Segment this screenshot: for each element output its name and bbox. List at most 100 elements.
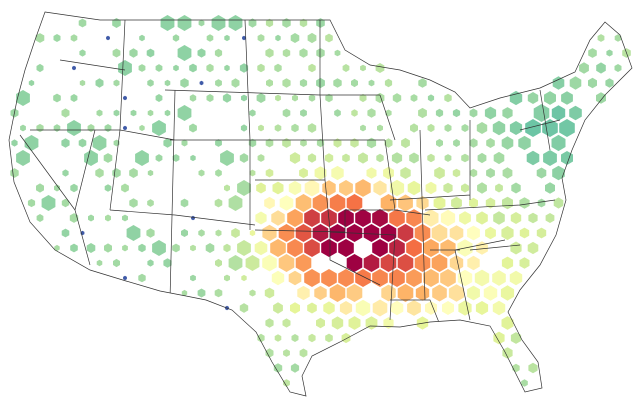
hexbin bbox=[92, 135, 107, 151]
hexbin bbox=[552, 165, 565, 181]
hexbin bbox=[272, 181, 284, 195]
hexbin bbox=[265, 48, 274, 58]
hexbin bbox=[206, 34, 214, 42]
hexbin bbox=[307, 32, 317, 44]
hexbin bbox=[377, 124, 383, 132]
hexbin bbox=[469, 197, 478, 209]
hexbin bbox=[440, 239, 456, 257]
hexbin bbox=[427, 123, 435, 133]
hexbin bbox=[282, 78, 291, 88]
hexbin bbox=[475, 301, 489, 315]
hexbin bbox=[214, 198, 223, 208]
hexbin bbox=[435, 108, 444, 118]
hexbin bbox=[321, 269, 337, 287]
hexbin bbox=[257, 63, 265, 73]
hexbin bbox=[308, 63, 316, 73]
hexbin bbox=[139, 34, 145, 42]
hexbin bbox=[521, 379, 528, 387]
hexbin bbox=[53, 124, 61, 132]
hexbin bbox=[224, 34, 230, 42]
hexbin bbox=[70, 243, 78, 253]
hexbin bbox=[316, 18, 325, 28]
hexbin bbox=[96, 259, 103, 267]
hexbin bbox=[164, 79, 171, 87]
hexbin bbox=[461, 124, 469, 132]
hexbin bbox=[69, 213, 79, 223]
hexbin bbox=[16, 150, 30, 166]
hexbin bbox=[588, 48, 597, 58]
hexbin bbox=[198, 229, 205, 237]
hexbin bbox=[223, 243, 231, 253]
hexbin bbox=[544, 91, 556, 105]
hexbin bbox=[300, 139, 307, 147]
hexbin bbox=[180, 78, 189, 88]
hexbin bbox=[314, 166, 327, 180]
hexbin bbox=[257, 333, 265, 343]
hexbin bbox=[173, 64, 179, 72]
hexbin bbox=[199, 80, 204, 86]
hexbin bbox=[224, 274, 230, 282]
hexbin bbox=[164, 109, 171, 117]
hexbin bbox=[312, 224, 329, 242]
hexbin bbox=[451, 196, 462, 210]
hexbin bbox=[528, 212, 538, 224]
hexbin bbox=[155, 64, 163, 72]
hexbin bbox=[265, 18, 274, 28]
hexbin bbox=[271, 270, 285, 286]
hexbin bbox=[198, 169, 205, 177]
hexbin bbox=[400, 167, 411, 179]
hexbin bbox=[84, 150, 98, 166]
hexbin bbox=[444, 93, 452, 103]
hexbin bbox=[321, 239, 337, 257]
hexbin bbox=[297, 285, 310, 301]
hexbin bbox=[231, 228, 240, 238]
hexbin bbox=[239, 63, 249, 73]
hexbin bbox=[113, 79, 120, 87]
hexbin bbox=[228, 195, 243, 211]
hexbin bbox=[242, 35, 246, 41]
hexbin bbox=[189, 123, 197, 133]
hexbin bbox=[172, 243, 180, 253]
hexbin bbox=[299, 78, 308, 88]
hexbin bbox=[316, 138, 325, 148]
hexbin bbox=[177, 15, 192, 31]
hexbin bbox=[129, 48, 138, 58]
hexbin bbox=[257, 154, 265, 162]
hexbin bbox=[138, 243, 146, 253]
hexbin bbox=[181, 229, 188, 237]
hexbin bbox=[528, 362, 538, 374]
hexbin bbox=[348, 316, 361, 330]
hexbin bbox=[467, 225, 480, 241]
hexbin bbox=[351, 109, 358, 117]
hexbin bbox=[484, 106, 497, 120]
hexbin bbox=[105, 214, 111, 222]
hexbin bbox=[139, 124, 145, 132]
hexbin bbox=[338, 209, 354, 227]
hexbin bbox=[282, 108, 291, 118]
hexbin bbox=[274, 124, 282, 132]
hexbin bbox=[28, 79, 35, 87]
hexbin bbox=[372, 239, 388, 257]
hexbin bbox=[180, 198, 189, 208]
hexbin bbox=[329, 284, 346, 302]
hexbin bbox=[559, 119, 575, 137]
hexbin bbox=[121, 183, 129, 193]
hexbin bbox=[197, 48, 206, 58]
hexbin bbox=[477, 182, 487, 194]
hexbin bbox=[237, 240, 251, 256]
hexbin bbox=[510, 332, 522, 344]
hexbin bbox=[350, 138, 359, 148]
hexbin bbox=[291, 334, 299, 342]
hexbin bbox=[103, 153, 113, 163]
hexbin bbox=[398, 194, 413, 212]
hexbin bbox=[291, 123, 299, 133]
hexbin bbox=[359, 93, 367, 103]
hexbin bbox=[397, 224, 414, 242]
country-outline bbox=[8, 11, 633, 397]
hexbin bbox=[241, 94, 247, 102]
hexbin bbox=[288, 270, 302, 286]
hexbin bbox=[106, 35, 110, 41]
hexbin bbox=[282, 48, 291, 58]
hexbin bbox=[273, 363, 283, 373]
hexbin bbox=[104, 124, 112, 132]
